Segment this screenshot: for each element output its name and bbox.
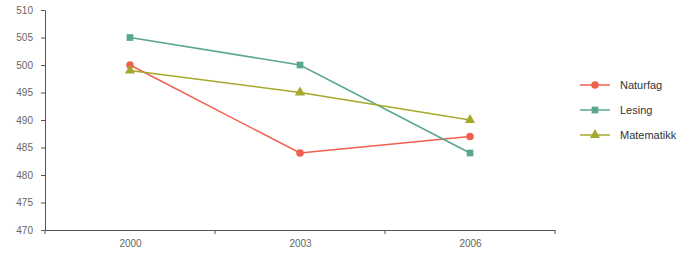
y-tick-label: 475 bbox=[16, 197, 33, 208]
x-separator bbox=[45, 230, 46, 234]
legend-marker bbox=[590, 129, 600, 138]
series-marker bbox=[465, 114, 475, 123]
plot: 470 475 480 485 490 495 500 505 510 2000 2003 2006 bbox=[16, 5, 555, 249]
y-tick-label: 490 bbox=[16, 115, 33, 126]
y-tick: 495 bbox=[16, 87, 45, 98]
legend-label: Matematikk bbox=[620, 129, 677, 141]
y-tick: 505 bbox=[16, 32, 45, 43]
y-tick: 485 bbox=[16, 142, 45, 153]
series-marker bbox=[127, 34, 134, 41]
y-tick-mark bbox=[41, 93, 45, 94]
x-separator bbox=[385, 230, 386, 234]
series-marker bbox=[467, 150, 474, 157]
x-separator bbox=[555, 230, 556, 234]
legend-marker bbox=[591, 81, 599, 89]
legend-entry: Naturfag bbox=[580, 79, 662, 91]
y-tick-mark bbox=[41, 230, 45, 231]
y-tick-mark bbox=[41, 203, 45, 204]
x-tick: 2000 bbox=[119, 230, 142, 249]
series-marker bbox=[466, 133, 474, 141]
series-marker bbox=[295, 87, 305, 96]
y-tick: 500 bbox=[16, 60, 45, 71]
legend: Naturfag Lesing Matematikk bbox=[580, 79, 677, 141]
y-tick: 480 bbox=[16, 170, 45, 181]
chart: 470 475 480 485 490 495 500 505 510 2000 2003 2006 N… bbox=[0, 0, 700, 258]
x-tick: 2006 bbox=[459, 230, 482, 249]
x-tick-label: 2000 bbox=[119, 238, 142, 249]
x-axis: 2000 2003 2006 bbox=[45, 230, 556, 249]
x-tick: 2003 bbox=[289, 230, 312, 249]
y-tick: 475 bbox=[16, 197, 45, 208]
y-tick-mark bbox=[41, 65, 45, 66]
series-marker bbox=[297, 62, 304, 69]
y-tick-mark bbox=[41, 148, 45, 149]
y-axis: 470 475 480 485 490 495 500 505 510 bbox=[16, 5, 45, 236]
series-marker bbox=[125, 65, 135, 74]
series-line bbox=[130, 65, 470, 153]
series-marker bbox=[296, 149, 304, 157]
x-separators bbox=[45, 230, 555, 234]
y-tick: 510 bbox=[16, 5, 45, 16]
legend-entry: Lesing bbox=[580, 104, 652, 116]
x-tick-label: 2003 bbox=[289, 238, 312, 249]
y-tick-label: 480 bbox=[16, 170, 33, 181]
legend-entry: Matematikk bbox=[580, 129, 677, 141]
series-line bbox=[130, 38, 470, 154]
y-tick-label: 500 bbox=[16, 60, 33, 71]
marks bbox=[125, 34, 475, 157]
y-tick-mark bbox=[41, 175, 45, 176]
y-tick-mark bbox=[41, 120, 45, 121]
y-tick-label: 495 bbox=[16, 87, 33, 98]
series-line bbox=[130, 71, 470, 121]
x-axis-line bbox=[46, 230, 556, 231]
y-tick-mark bbox=[41, 10, 45, 11]
legend-marker bbox=[592, 107, 599, 114]
y-tick: 490 bbox=[16, 115, 45, 126]
y-tick: 470 bbox=[16, 225, 45, 236]
y-tick-mark bbox=[41, 38, 45, 39]
y-tick-label: 485 bbox=[16, 142, 33, 153]
x-separator bbox=[215, 230, 216, 234]
y-tick-label: 505 bbox=[16, 32, 33, 43]
x-tick-label: 2006 bbox=[459, 238, 482, 249]
legend-label: Naturfag bbox=[620, 79, 662, 91]
legend-label: Lesing bbox=[620, 104, 652, 116]
y-tick-label: 510 bbox=[16, 5, 33, 16]
y-tick-label: 470 bbox=[16, 225, 33, 236]
y-axis-line bbox=[41, 11, 46, 231]
